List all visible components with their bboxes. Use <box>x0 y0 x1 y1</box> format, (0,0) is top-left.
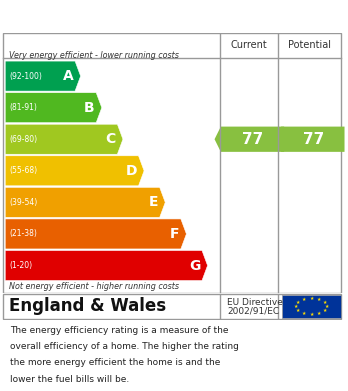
Text: EU Directive: EU Directive <box>227 298 283 307</box>
Text: England & Wales: England & Wales <box>9 297 166 315</box>
Text: G: G <box>189 258 200 273</box>
Polygon shape <box>5 61 81 91</box>
Text: (1-20): (1-20) <box>9 261 32 270</box>
Text: Current: Current <box>231 40 268 50</box>
Text: D: D <box>125 164 137 178</box>
Polygon shape <box>5 156 144 186</box>
Text: ★: ★ <box>323 308 327 313</box>
Text: F: F <box>169 227 179 241</box>
Polygon shape <box>5 251 207 280</box>
Text: lower the fuel bills will be.: lower the fuel bills will be. <box>10 375 130 384</box>
Polygon shape <box>275 127 345 152</box>
Text: ★: ★ <box>294 304 298 309</box>
Text: (39-54): (39-54) <box>9 198 38 207</box>
Text: ★: ★ <box>296 300 300 305</box>
Text: A: A <box>63 69 73 83</box>
Text: (21-38): (21-38) <box>9 230 37 239</box>
Text: The energy efficiency rating is a measure of the: The energy efficiency rating is a measur… <box>10 326 229 335</box>
Text: ★: ★ <box>301 298 306 303</box>
Text: (69-80): (69-80) <box>9 135 38 144</box>
Text: ★: ★ <box>296 308 300 313</box>
Polygon shape <box>5 124 123 154</box>
Text: 77: 77 <box>242 132 263 147</box>
Text: Not energy efficient - higher running costs: Not energy efficient - higher running co… <box>9 282 179 291</box>
Text: overall efficiency of a home. The higher the rating: overall efficiency of a home. The higher… <box>10 342 239 351</box>
Text: ★: ★ <box>323 300 327 305</box>
Text: E: E <box>149 196 158 209</box>
Text: 77: 77 <box>302 132 324 147</box>
Text: Energy Efficiency Rating: Energy Efficiency Rating <box>9 9 219 24</box>
Text: ★: ★ <box>317 298 322 303</box>
Text: Potential: Potential <box>288 40 331 50</box>
Text: ★: ★ <box>309 312 314 317</box>
Text: the more energy efficient the home is and the: the more energy efficient the home is an… <box>10 358 221 367</box>
Text: Very energy efficient - lower running costs: Very energy efficient - lower running co… <box>9 50 179 59</box>
Text: C: C <box>105 132 116 146</box>
Text: 2002/91/EC: 2002/91/EC <box>227 306 279 315</box>
Polygon shape <box>5 187 165 217</box>
Polygon shape <box>5 219 187 249</box>
Text: (81-91): (81-91) <box>9 103 37 112</box>
Text: ★: ★ <box>325 304 329 309</box>
Text: ★: ★ <box>317 310 322 316</box>
Bar <box>282 295 341 318</box>
Polygon shape <box>5 93 102 123</box>
Text: ★: ★ <box>301 310 306 316</box>
Text: ★: ★ <box>309 296 314 301</box>
Polygon shape <box>214 127 284 152</box>
Text: (55-68): (55-68) <box>9 166 38 175</box>
Text: B: B <box>84 100 94 115</box>
Text: (92-100): (92-100) <box>9 72 42 81</box>
